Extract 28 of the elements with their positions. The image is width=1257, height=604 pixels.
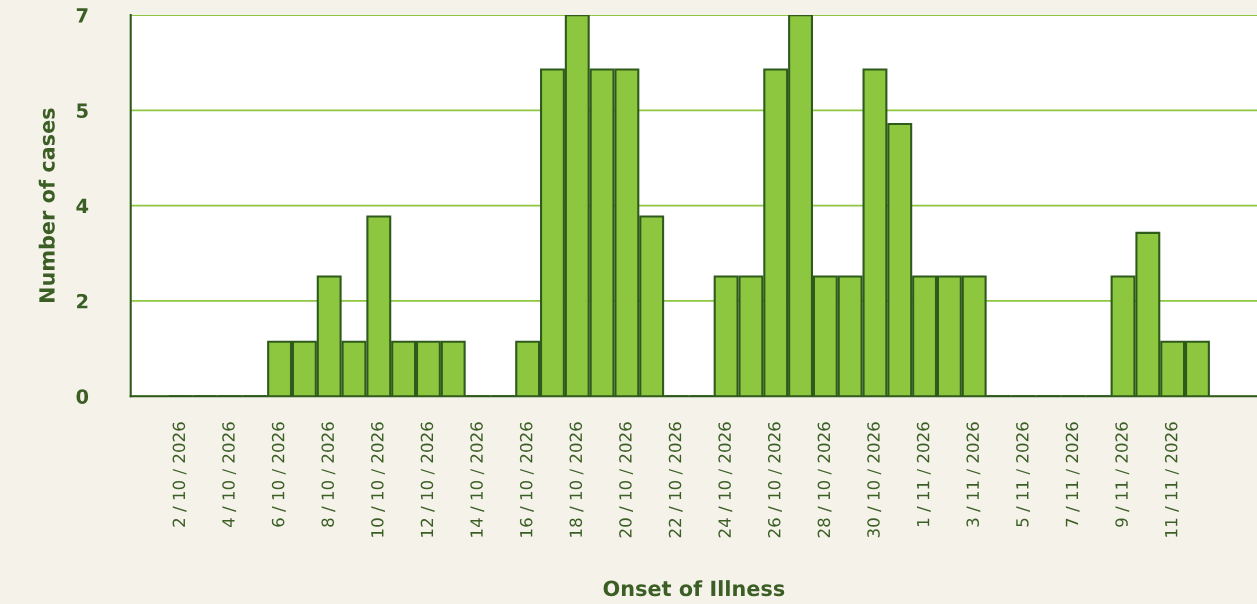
x-tick-label: 11 / 11 / 2026 [1164, 422, 1179, 537]
x-tick-label: 26 / 10 / 2026 [767, 422, 782, 538]
x-tick-label: 6 / 10 / 2026 [271, 422, 286, 527]
y-tick-label: 4 [76, 198, 89, 214]
x-tick-label: 14 / 10 / 2026 [470, 422, 485, 537]
x-tick-label: 20 / 10 / 2026 [619, 422, 634, 538]
y-axis-title: Number of cases [38, 108, 55, 302]
x-tick-label: 24 / 10 / 2026 [718, 422, 733, 538]
x-tick-label: 10 / 10 / 2026 [371, 422, 385, 537]
x-tick-label: 30 / 10 / 2026 [867, 422, 882, 538]
x-tick-label: 22 / 10 / 2026 [668, 422, 683, 538]
x-tick-label: 12 / 10 / 2026 [420, 422, 435, 537]
x-tick-label: 16 / 10 / 2026 [519, 422, 534, 537]
x-tick-label: 7 / 11 / 2026 [1065, 422, 1080, 527]
x-tick-label: 9 / 11 / 2026 [1115, 422, 1130, 527]
x-tick-label: 18 / 10 / 2026 [569, 422, 584, 537]
x-tick-label: 2 / 10 / 2026 [172, 422, 187, 527]
x-tick-label: 5 / 11 / 2026 [1016, 422, 1030, 527]
x-axis-title: Onset of Illness [603, 580, 785, 597]
x-tick-label: 8 / 10 / 2026 [321, 422, 336, 527]
y-tick-label: 7 [76, 8, 88, 23]
x-tick-label: 1 / 11 / 2026 [916, 422, 931, 527]
x-tick-label: 28 / 10 / 2026 [817, 422, 832, 538]
x-tick-label: 4 / 10 / 2026 [222, 422, 237, 528]
y-tick-label: 0 [76, 389, 89, 404]
y-tick-label: 2 [77, 293, 88, 309]
y-tick-label: 5 [77, 103, 88, 119]
x-tick-label: 3 / 11 / 2026 [966, 422, 981, 527]
